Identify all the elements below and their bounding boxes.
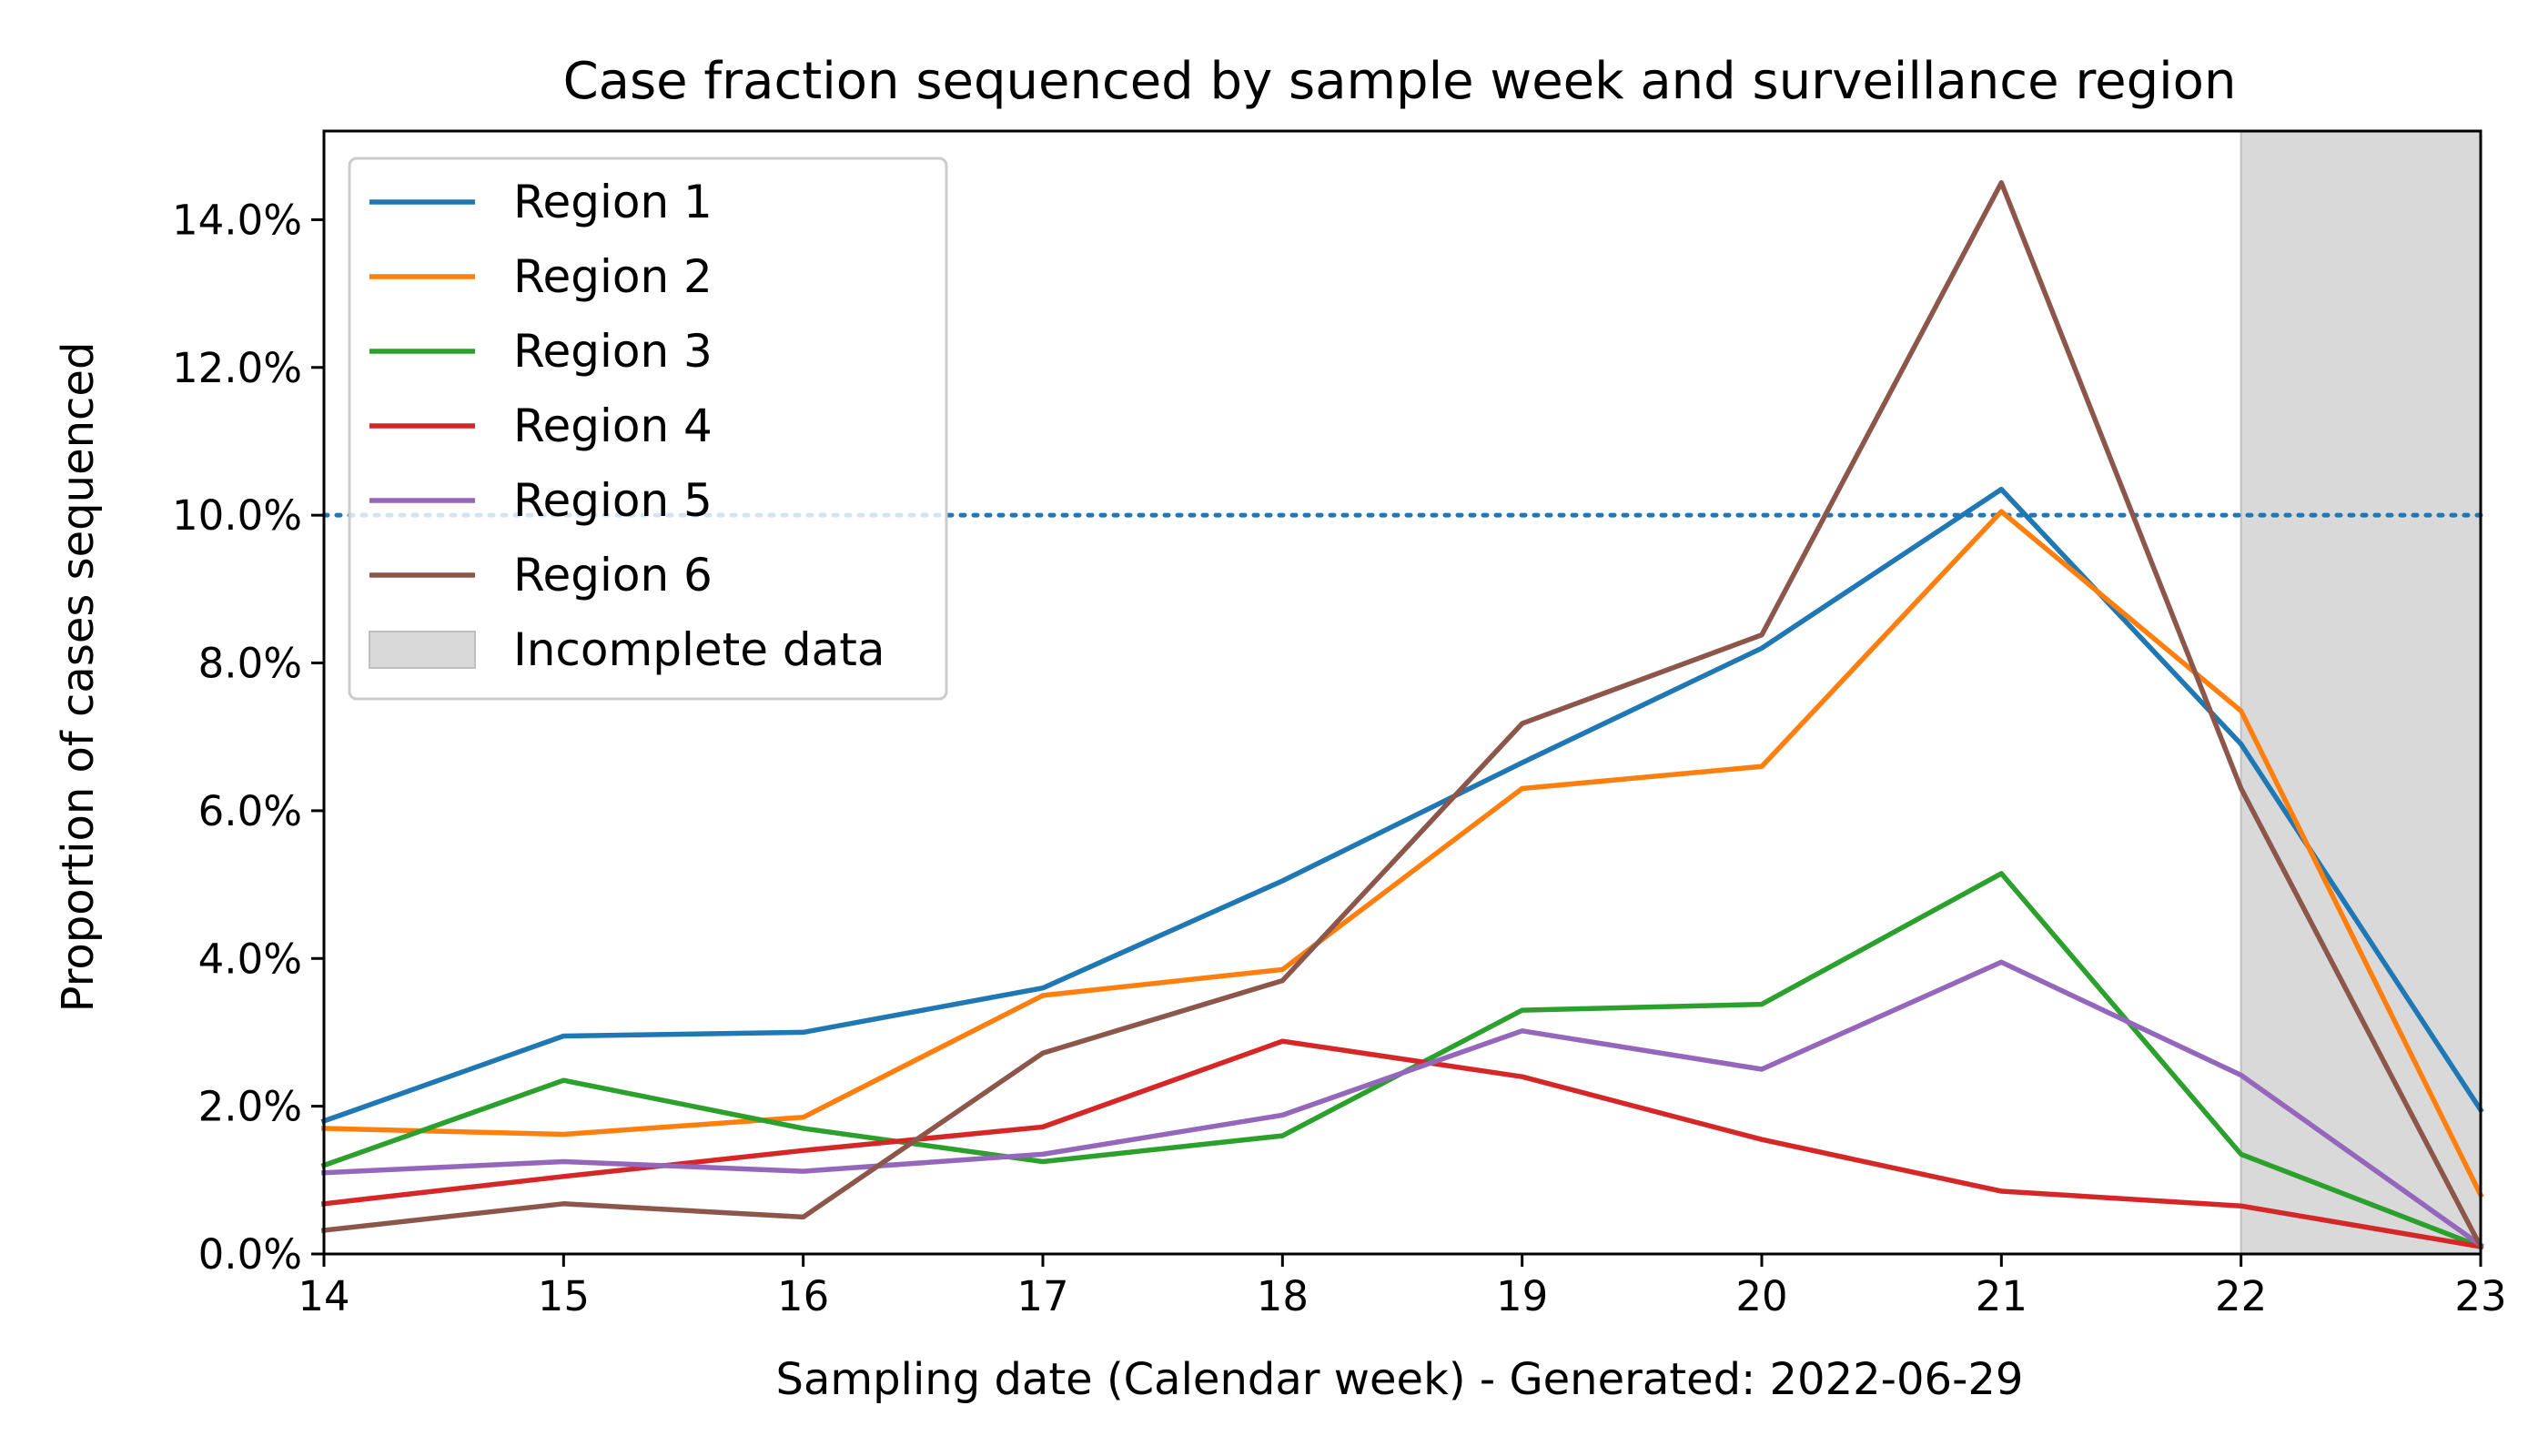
y-tick-label: 6.0%	[198, 787, 302, 835]
y-tick-label: 10.0%	[172, 491, 302, 540]
x-axis: 14 15 16 17 18 19 20 21 22 23	[298, 1254, 2507, 1320]
plot-border	[322, 129, 2482, 1256]
x-tick-label: 15	[538, 1272, 590, 1320]
incomplete-data-region	[2240, 130, 2482, 1255]
series-line-region-6	[320, 180, 2484, 1250]
series-line-region-1	[320, 486, 2484, 1125]
y-tick-label: 12.0%	[172, 344, 302, 392]
y-axis-label: Proportion of cases sequenced	[53, 342, 104, 1013]
legend-swatch-incomplete-data	[369, 631, 476, 669]
legend-label: Incomplete data	[513, 623, 885, 676]
series-line-region-5	[321, 959, 2484, 1249]
x-tick-label: 19	[1496, 1272, 1548, 1320]
plot-frame	[322, 129, 2482, 1256]
legend-label: Region 5	[513, 474, 713, 527]
x-tick-label: 18	[1257, 1272, 1309, 1320]
x-tick-label: 20	[1735, 1272, 1787, 1320]
y-tick-label: 0.0%	[198, 1230, 302, 1279]
x-tick-label: 23	[2454, 1272, 2506, 1320]
legend-label: Region 1	[513, 176, 713, 228]
y-tick-label: 8.0%	[198, 640, 302, 688]
y-tick-label: 14.0%	[172, 196, 302, 244]
legend-label: Region 6	[513, 549, 713, 602]
legend-label: Region 2	[513, 250, 713, 303]
series-line-region-2	[321, 509, 2484, 1198]
legend: Region 1 Region 2 Region 3 Region 4 Region 5…	[348, 157, 948, 701]
y-tick-label: 2.0%	[198, 1083, 302, 1131]
series-line-region-4	[320, 1038, 2484, 1250]
incomplete-data-shade	[2240, 130, 2482, 1255]
y-tick-label: 4.0%	[198, 935, 302, 983]
x-axis-label: Sampling date (Calendar week) - Generate…	[776, 1354, 2024, 1405]
legend-label: Region 3	[513, 325, 713, 378]
chart-title: Case fraction sequenced by sample week a…	[563, 52, 2237, 111]
x-tick-label: 22	[2215, 1272, 2267, 1320]
x-tick-label: 21	[1976, 1272, 2027, 1320]
series-layer	[320, 180, 2484, 1250]
x-tick-label: 16	[777, 1272, 829, 1320]
x-tick-label: 14	[298, 1272, 349, 1320]
x-tick-label: 17	[1016, 1272, 1068, 1320]
legend-box	[348, 157, 948, 701]
legend-label: Region 4	[513, 399, 713, 452]
y-axis: 0.0% 2.0% 4.0% 6.0% 8.0% 10.0% 12.0% 14.0%	[172, 196, 324, 1279]
